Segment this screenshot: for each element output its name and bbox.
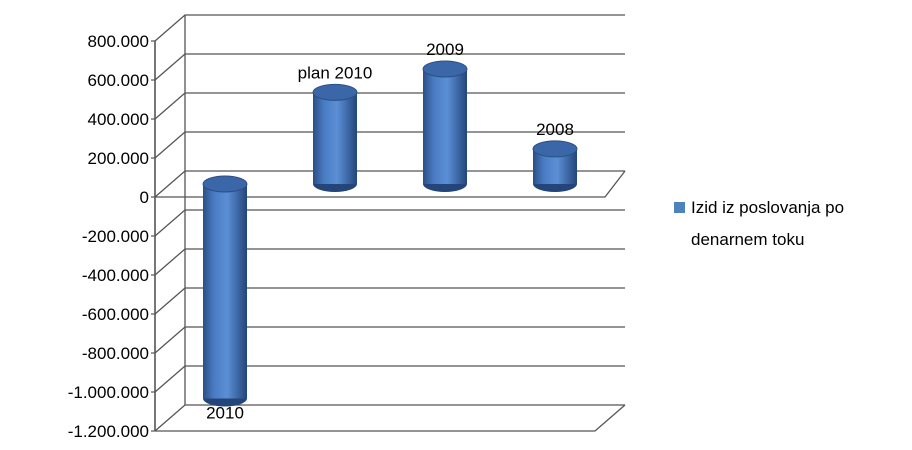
y-axis-tick-labels: 800.000 600.000 400.000 200.000 0 -200.000 -40… bbox=[68, 32, 149, 441]
bar-2009 bbox=[422, 60, 468, 192]
category-label: plan 2010 bbox=[298, 63, 373, 82]
y-tick-label: 800.000 bbox=[88, 32, 149, 51]
legend-swatch bbox=[674, 202, 685, 213]
floor-edge bbox=[155, 404, 626, 432]
category-label: 2008 bbox=[536, 120, 574, 139]
legend-label: Izid iz poslovanja po bbox=[691, 198, 844, 217]
zero-line bbox=[155, 170, 626, 198]
gridline bbox=[154, 92, 625, 120]
bar-2008 bbox=[532, 140, 578, 192]
gridline bbox=[154, 14, 625, 42]
category-label: 2009 bbox=[426, 40, 464, 59]
legend-label: denarnem toku bbox=[691, 230, 804, 249]
chart-legend: Izid iz poslovanja po denarnem toku bbox=[674, 198, 844, 249]
y-tick-label: -1.200.000 bbox=[68, 422, 149, 441]
y-tick-label: 400.000 bbox=[88, 110, 149, 129]
y-tick-label: -1.000.000 bbox=[68, 383, 149, 402]
category-labels: 2010 plan 2010 2009 2008 bbox=[206, 40, 574, 423]
y-tick-label: -400.000 bbox=[82, 266, 149, 285]
chart-axes bbox=[151, 15, 626, 432]
y-tick-label: -800.000 bbox=[82, 344, 149, 363]
y-tick-label: -200.000 bbox=[82, 227, 149, 246]
chart-bars bbox=[202, 60, 578, 407]
bar-2010 bbox=[202, 175, 248, 407]
y-tick-label: -600.000 bbox=[82, 305, 149, 324]
bar-plan-2010 bbox=[312, 83, 358, 192]
category-label: 2010 bbox=[206, 404, 244, 423]
y-tick-label: 200.000 bbox=[88, 149, 149, 168]
y-tick-label: 0 bbox=[140, 188, 149, 207]
gridline bbox=[154, 53, 625, 81]
y-tick-label: 600.000 bbox=[88, 71, 149, 90]
